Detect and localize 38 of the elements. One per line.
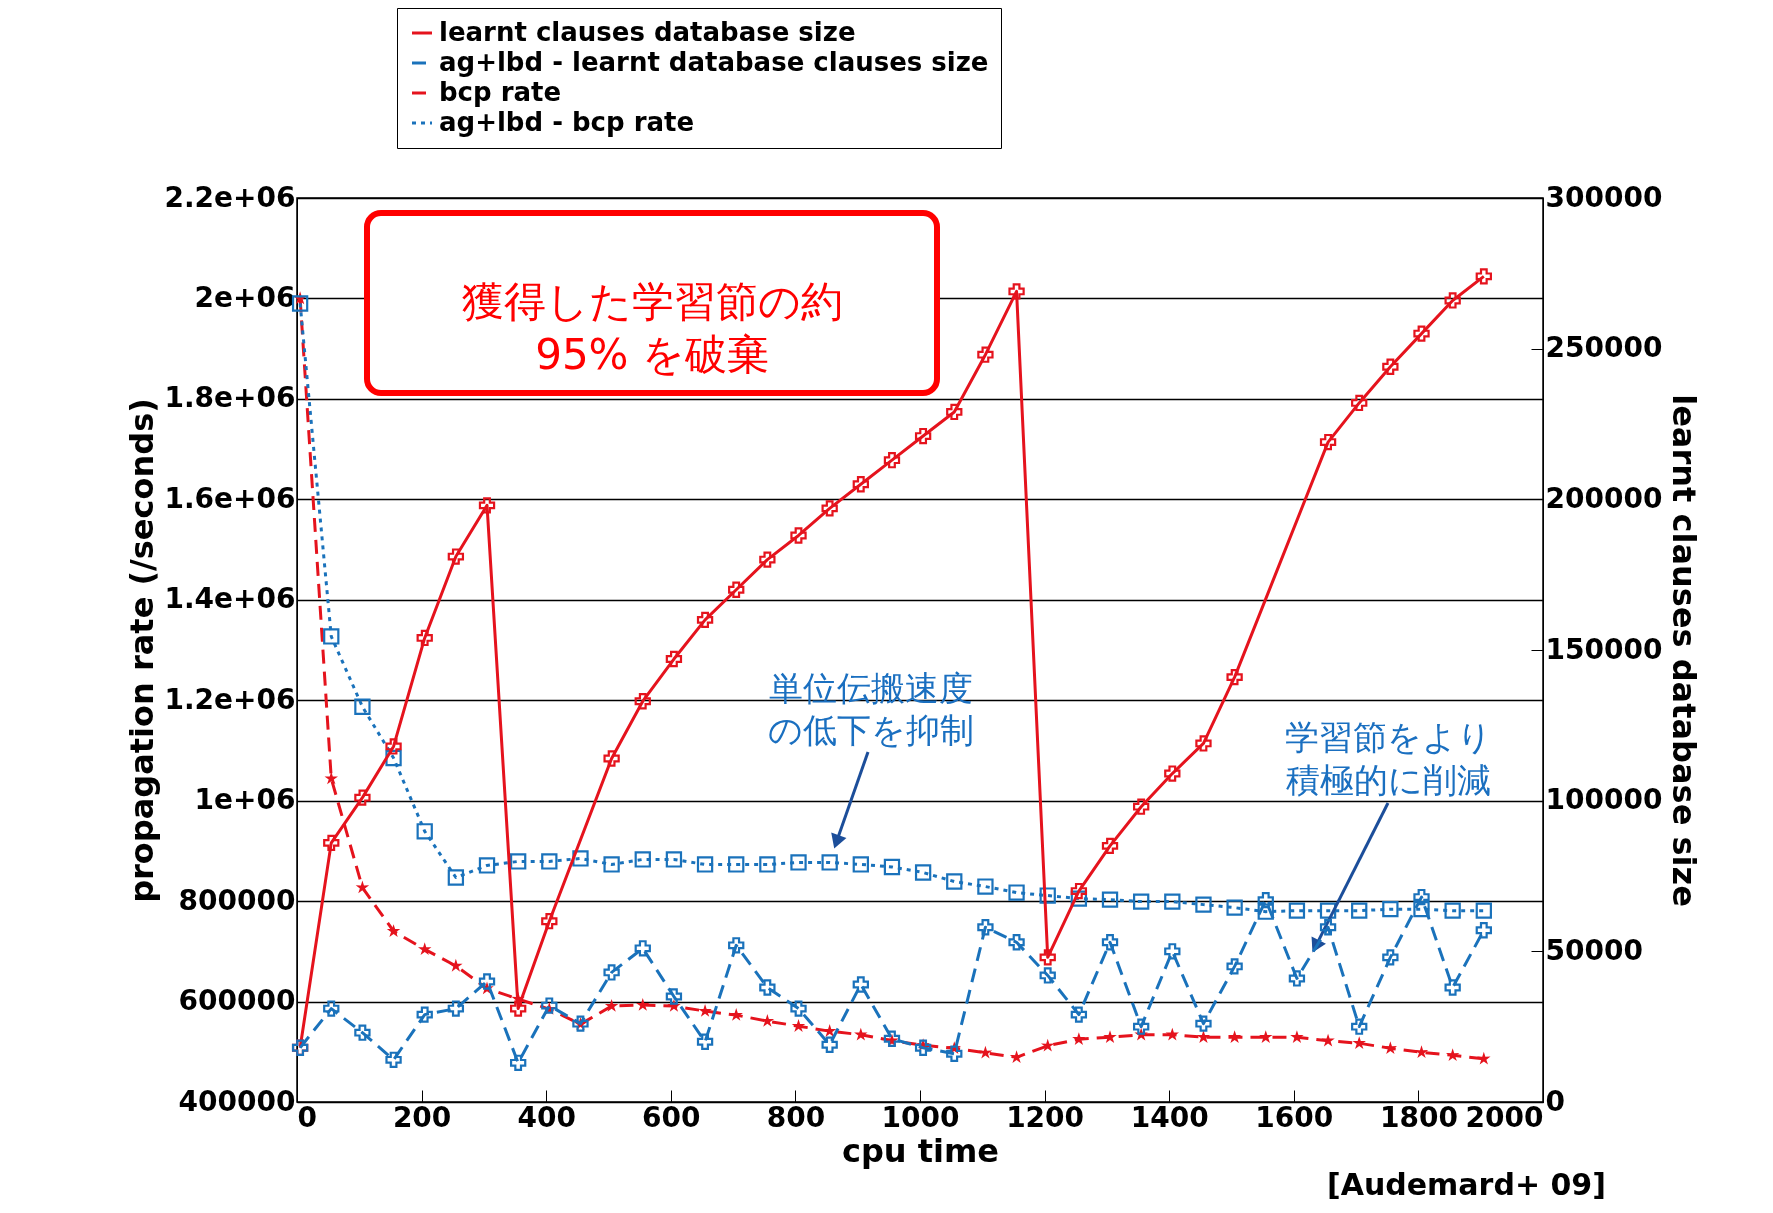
y-tick-label: 800000 bbox=[178, 883, 296, 917]
y2-tick-label: 200000 bbox=[1545, 481, 1663, 515]
legend-label: ag+lbd - bcp rate bbox=[439, 107, 695, 137]
y-tick-label: 1.8e+06 bbox=[164, 381, 296, 415]
y-tick-label: 1e+06 bbox=[194, 783, 296, 817]
y2-tick-label: 150000 bbox=[1545, 632, 1663, 666]
legend-label: bcp rate bbox=[439, 77, 562, 107]
y2-tick-label: 100000 bbox=[1545, 783, 1663, 817]
y2-axis-title: learnt clauses database size bbox=[1665, 394, 1704, 907]
annotation: 学習節をより積極的に削減 bbox=[1285, 717, 1493, 800]
x-tick-label: 400 bbox=[517, 1100, 576, 1134]
legend-label: learnt clauses database size bbox=[439, 17, 856, 47]
annotation: 獲得した学習節の約 95% を破棄 bbox=[461, 277, 843, 379]
x-axis-title: cpu time bbox=[841, 1131, 1000, 1170]
legend-label: ag+lbd - learnt database clauses size bbox=[439, 47, 989, 77]
y-tick-label: 2e+06 bbox=[194, 280, 296, 314]
y2-tick-label: 50000 bbox=[1545, 933, 1643, 967]
x-tick-label: 800 bbox=[766, 1100, 826, 1134]
y2-tick-label: 300000 bbox=[1545, 180, 1663, 214]
x-tick-label: 1000 bbox=[881, 1100, 960, 1134]
x-tick-label: 2000 bbox=[1465, 1100, 1544, 1134]
x-tick-label: 0 bbox=[297, 1100, 317, 1134]
x-tick-label: 200 bbox=[392, 1100, 452, 1134]
x-tick-label: 1800 bbox=[1379, 1100, 1458, 1134]
y-tick-label: 2.2e+06 bbox=[164, 180, 296, 214]
y-tick-label: 1.6e+06 bbox=[164, 481, 296, 515]
y-axis-title: propagation rate (/seconds) bbox=[123, 398, 162, 903]
y-tick-label: 1.2e+06 bbox=[164, 682, 296, 716]
x-tick-label: 1600 bbox=[1255, 1100, 1334, 1134]
x-tick-label: 1400 bbox=[1130, 1100, 1209, 1134]
text: [Audemard+ 09] bbox=[1327, 1167, 1606, 1202]
y-tick-label: 600000 bbox=[178, 984, 296, 1018]
x-tick-label: 600 bbox=[642, 1100, 701, 1134]
y2-tick-label: 250000 bbox=[1545, 331, 1663, 365]
y-tick-label: 400000 bbox=[178, 1084, 296, 1118]
y-tick-label: 1.4e+06 bbox=[164, 582, 296, 616]
x-tick-label: 1200 bbox=[1006, 1100, 1085, 1134]
annotation: 単位伝搬速度の低下を抑制 bbox=[767, 667, 974, 751]
